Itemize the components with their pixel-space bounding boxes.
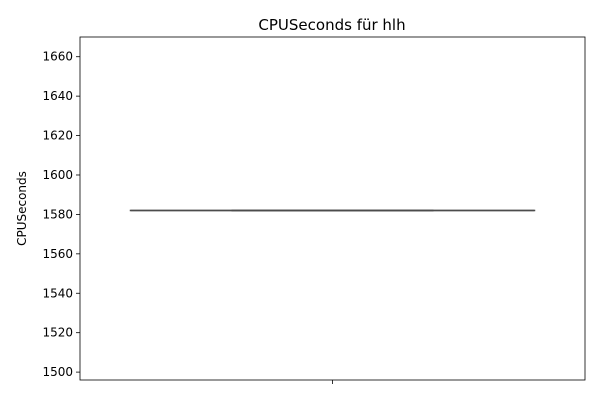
y-tick-label: 1520: [42, 326, 73, 340]
y-tick-label: 1580: [42, 207, 73, 221]
y-axis-label: CPUSeconds: [15, 171, 29, 246]
y-tick-label: 1560: [42, 247, 73, 261]
y-tick-label: 1640: [42, 89, 73, 103]
y-tick-label: 1500: [42, 365, 73, 379]
plot-frame: [79, 36, 586, 381]
y-tick-label: 1600: [42, 168, 73, 182]
y-tick-label: 1540: [42, 286, 73, 300]
y-tick-label: 1620: [42, 129, 73, 143]
y-axis: 1500 1520 1540 1560 1580 1600 1620 1640 1660: [42, 50, 80, 379]
y-tick-label: 1660: [42, 50, 73, 64]
chart-title: CPUSeconds für hlh: [258, 16, 405, 34]
